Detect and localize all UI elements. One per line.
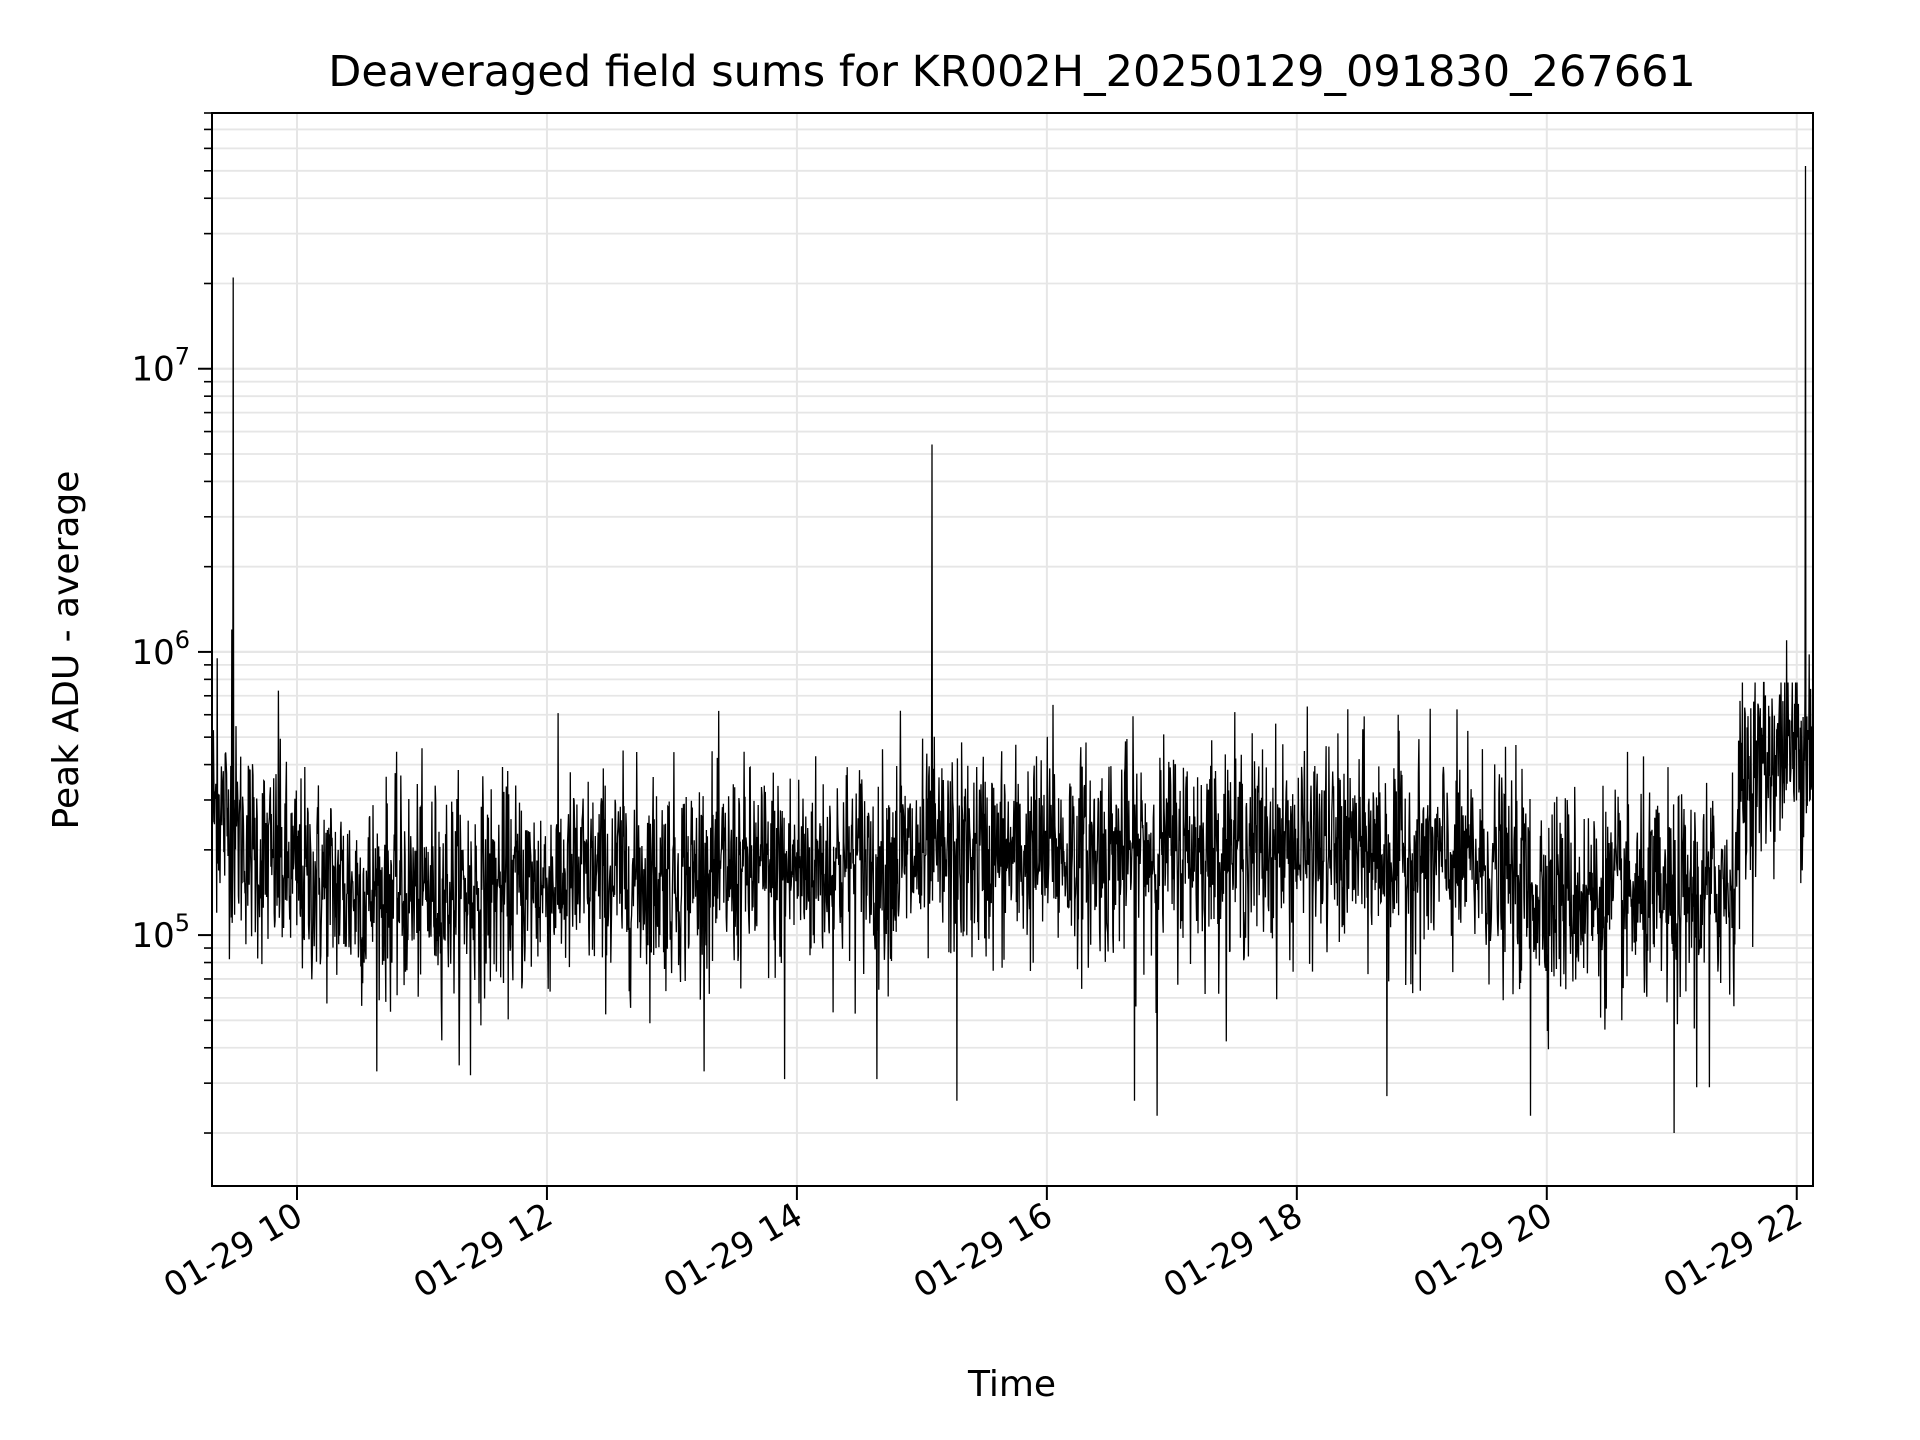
plot-frame	[211, 112, 1814, 1187]
y-tick-label: 105	[131, 909, 190, 956]
data-series	[211, 165, 1814, 1134]
series-line	[211, 165, 1814, 1134]
y-axis-label: Peak ADU - average	[46, 471, 87, 830]
y-tick-label: 106	[131, 626, 190, 673]
x-axis-label: Time	[967, 1364, 1056, 1405]
y-tick-label: 107	[131, 343, 190, 390]
chart-title: Deaveraged field sums for KR002H_2025012…	[328, 47, 1696, 97]
y-axis-ticks: 105 106 107	[131, 112, 212, 1134]
